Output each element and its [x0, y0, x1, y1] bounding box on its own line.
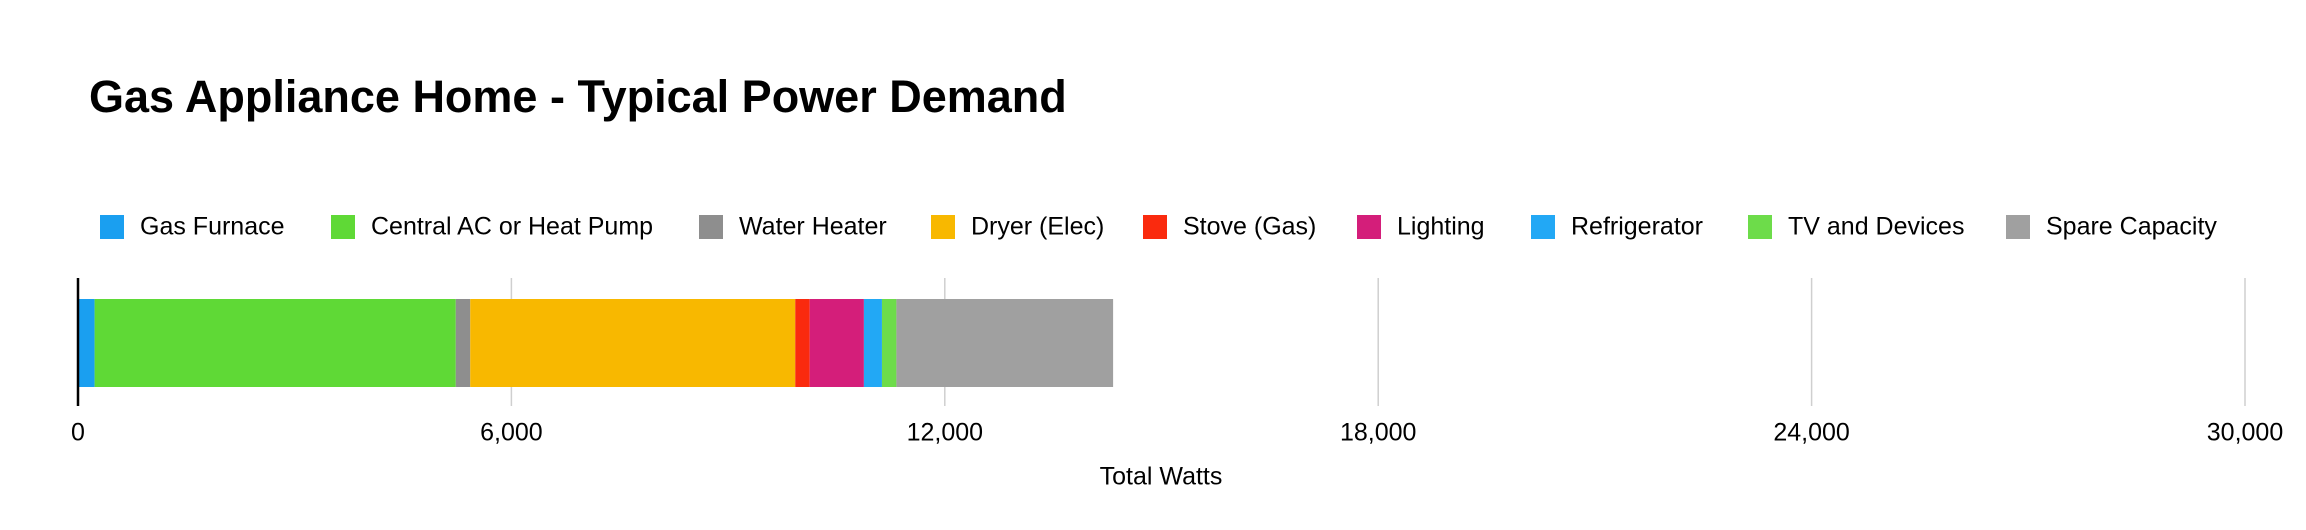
legend-label: Water Heater	[739, 213, 887, 241]
legend-swatch	[1357, 215, 1381, 239]
bar-segment	[809, 299, 864, 387]
legend-label: Lighting	[1397, 213, 1485, 241]
bar-segment	[896, 299, 1114, 387]
legend-swatch	[699, 215, 723, 239]
bar-segment	[455, 299, 471, 387]
bar-segment	[78, 299, 95, 387]
chart-title: Gas Appliance Home - Typical Power Deman…	[89, 71, 1067, 122]
bar-segment	[94, 299, 456, 387]
legend-swatch	[1531, 215, 1555, 239]
legend-label: TV and Devices	[1788, 213, 1964, 241]
legend-swatch	[100, 215, 124, 239]
bar-segment	[881, 299, 897, 387]
legend-swatch	[1143, 215, 1167, 239]
x-tick-label: 30,000	[2207, 419, 2283, 447]
legend-swatch	[1748, 215, 1772, 239]
legend-label: Refrigerator	[1571, 213, 1703, 241]
legend-label: Gas Furnace	[140, 213, 285, 241]
legend-label: Central AC or Heat Pump	[371, 213, 653, 241]
x-tick-label: 0	[71, 419, 85, 447]
legend-swatch	[931, 215, 955, 239]
legend-label: Stove (Gas)	[1183, 213, 1316, 241]
legend-swatch	[331, 215, 355, 239]
bar-segment	[470, 299, 796, 387]
legend-label: Spare Capacity	[2046, 213, 2217, 241]
bar-segment	[795, 299, 810, 387]
x-tick-label: 6,000	[480, 419, 543, 447]
x-axis-title: Total Watts	[1100, 463, 1223, 491]
legend-label: Dryer (Elec)	[971, 213, 1104, 241]
legend-swatch	[2006, 215, 2030, 239]
bar-segment	[863, 299, 882, 387]
x-tick-label: 12,000	[907, 419, 983, 447]
x-tick-label: 18,000	[1340, 419, 1416, 447]
x-tick-label: 24,000	[1773, 419, 1849, 447]
